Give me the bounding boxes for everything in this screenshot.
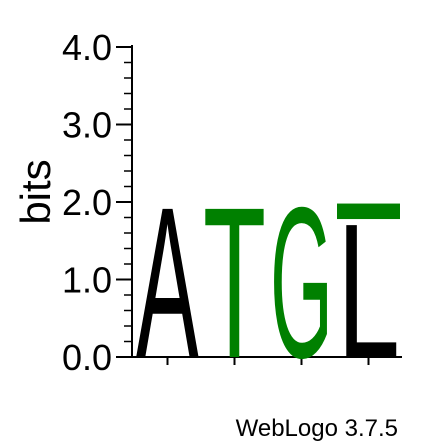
logo-letter-a: A <box>136 164 199 404</box>
logo-letter-l: L <box>337 185 400 398</box>
y-tick-label: 1.0 <box>62 260 112 301</box>
logo-letter-g: G <box>270 164 333 404</box>
x-axis <box>132 356 402 365</box>
y-tick-label: 3.0 <box>62 105 112 146</box>
y-axis: 0.0 1.0 2.0 3.0 4.0 <box>62 27 133 378</box>
logo-sliver <box>337 203 400 220</box>
y-tick-label: 4.0 <box>62 27 112 68</box>
y-tick-label: 2.0 <box>62 182 112 223</box>
y-tick-label: 0.0 <box>62 337 112 378</box>
y-axis-label: bits <box>12 159 59 224</box>
weblogo-credit: WebLogo 3.7.5 <box>236 415 398 442</box>
logo-letter-t: T <box>203 162 266 403</box>
